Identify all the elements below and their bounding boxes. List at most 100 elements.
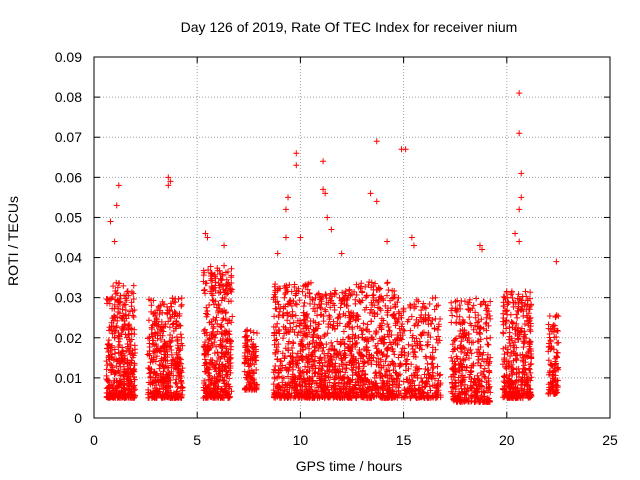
data-point [387, 391, 394, 398]
data-point [391, 294, 398, 301]
data-point [130, 394, 137, 401]
data-point [169, 357, 176, 364]
data-point [304, 355, 311, 362]
data-point [348, 366, 355, 373]
data-point [174, 366, 181, 373]
data-point [486, 369, 493, 376]
data-point [417, 331, 424, 338]
data-point [452, 336, 459, 343]
data-point [457, 397, 464, 404]
data-point [286, 320, 293, 327]
data-point [457, 356, 464, 363]
data-point [390, 311, 397, 318]
data-point [515, 291, 522, 298]
data-point [547, 337, 554, 344]
data-point [254, 330, 261, 337]
data-point [343, 390, 350, 397]
data-point [390, 348, 397, 355]
data-point [481, 398, 488, 405]
data-point [458, 364, 465, 371]
data-point [449, 312, 456, 319]
data-point [221, 364, 228, 371]
data-point [553, 382, 560, 389]
data-point [464, 337, 471, 344]
data-point [523, 335, 530, 342]
data-point [115, 393, 122, 400]
data-point [130, 352, 137, 359]
data-point [329, 342, 336, 349]
data-point [552, 360, 559, 367]
data-point [271, 313, 278, 320]
data-point [374, 350, 381, 357]
data-point [131, 362, 138, 369]
data-point [451, 377, 458, 384]
data-point [323, 301, 330, 308]
data-point [524, 297, 531, 304]
data-point [128, 299, 135, 306]
data-point [518, 377, 525, 384]
data-point [330, 382, 337, 389]
x-axis-ticks: 0 5 10 15 20 25 [90, 57, 618, 448]
data-point [419, 378, 426, 385]
data-point [293, 162, 300, 169]
data-point [274, 320, 281, 327]
data-point [218, 330, 225, 337]
data-point [512, 330, 519, 337]
data-point [312, 369, 319, 376]
data-point [331, 351, 338, 358]
data-point [453, 394, 460, 401]
data-point [120, 384, 127, 391]
data-point [306, 329, 313, 336]
data-point [471, 375, 478, 382]
data-point [319, 394, 326, 401]
data-point [453, 353, 460, 360]
data-point [173, 362, 180, 369]
data-point [384, 292, 391, 299]
data-point [526, 340, 533, 347]
data-point [515, 303, 522, 310]
y-tick-label: 0.01 [55, 370, 82, 386]
data-point [331, 306, 338, 313]
data-point [123, 292, 130, 299]
data-point [148, 331, 155, 338]
data-point [470, 339, 477, 346]
data-point [274, 250, 281, 257]
data-point [400, 378, 407, 385]
data-point [518, 299, 525, 306]
data-point [272, 281, 279, 288]
data-point [168, 351, 175, 358]
data-point [287, 297, 294, 304]
data-point [318, 366, 325, 373]
data-point [396, 310, 403, 317]
data-point [416, 382, 423, 389]
data-point [398, 314, 405, 321]
data-point [457, 360, 464, 367]
data-point [319, 347, 326, 354]
data-point [290, 339, 297, 346]
data-point [371, 302, 378, 309]
data-point [222, 269, 229, 276]
data-point [293, 301, 300, 308]
data-point [368, 306, 375, 313]
data-point [433, 336, 440, 343]
data-point [382, 383, 389, 390]
data-point [211, 339, 218, 346]
data-point [346, 378, 353, 385]
data-point [291, 284, 298, 291]
data-point [177, 322, 184, 329]
data-point [370, 383, 377, 390]
data-point [356, 297, 363, 304]
data-point [392, 320, 399, 327]
data-point [120, 302, 127, 309]
data-point [273, 306, 280, 313]
data-point [345, 333, 352, 340]
data-point [301, 375, 308, 382]
data-point [523, 306, 530, 313]
data-point [320, 186, 327, 193]
data-point [174, 388, 181, 395]
data-point [128, 289, 135, 296]
data-point [372, 280, 379, 287]
data-point [291, 385, 298, 392]
data-point [386, 327, 393, 334]
data-point [552, 390, 559, 397]
